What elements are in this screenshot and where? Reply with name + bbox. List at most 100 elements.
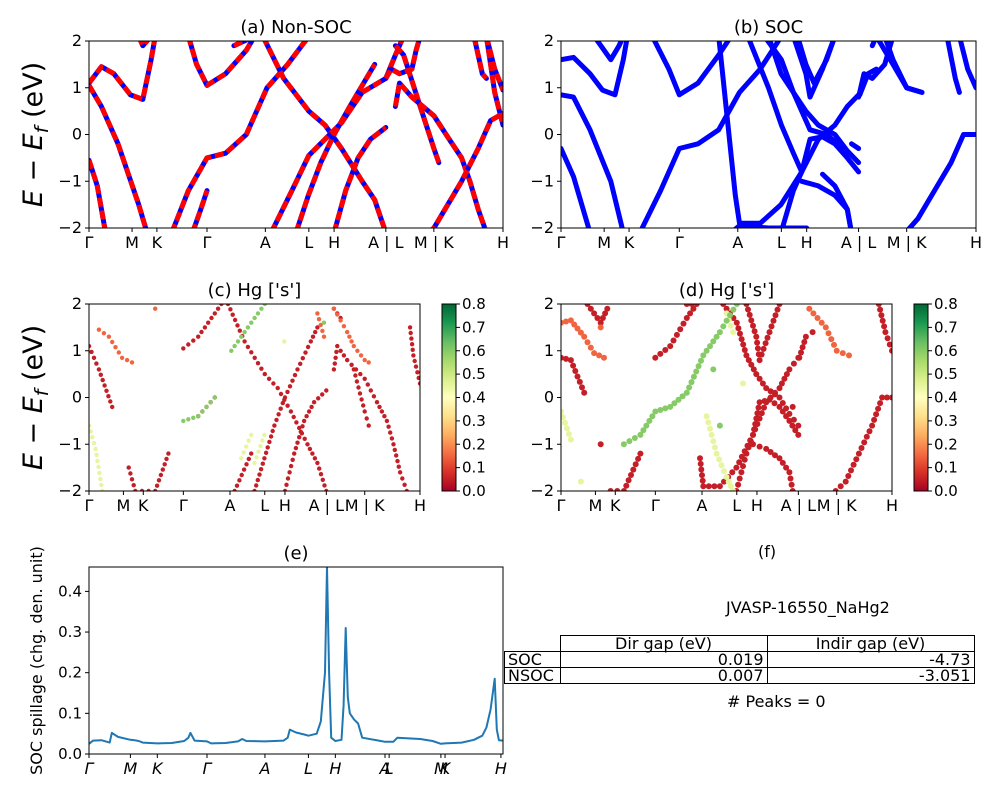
scatter-point xyxy=(146,488,151,491)
scatter-point xyxy=(705,419,712,426)
scatter-point xyxy=(391,442,396,447)
scatter-point xyxy=(389,436,395,441)
scatter-point xyxy=(294,420,299,425)
y-axis-label: SOC spillage (chg. den. unit) xyxy=(27,546,46,775)
scatter-point xyxy=(297,435,302,440)
x-tick-label: Γ xyxy=(203,759,213,778)
colorbar xyxy=(441,303,457,492)
scatter-point xyxy=(332,361,337,366)
colorbar-tick-label: 0.0 xyxy=(934,482,958,500)
scatter-point xyxy=(786,366,793,373)
scatter-point xyxy=(743,450,750,457)
scatter-point xyxy=(673,331,680,338)
scatter-point xyxy=(98,476,103,482)
band-line-dashed xyxy=(383,41,422,80)
scatter-point xyxy=(561,408,564,415)
band-line xyxy=(820,171,854,228)
scatter-point xyxy=(798,349,804,356)
scatter-point xyxy=(274,417,279,423)
scatter-point xyxy=(394,453,399,458)
scatter-point xyxy=(292,451,297,456)
x-tick-label: Γ xyxy=(675,233,684,252)
scatter-point xyxy=(364,416,369,421)
scatter-point xyxy=(244,462,249,467)
x-tick-label: K xyxy=(138,496,149,515)
x-tick-label: H xyxy=(279,496,291,515)
band-line-dashed xyxy=(232,41,251,48)
scatter-point xyxy=(643,422,650,429)
scatter-point xyxy=(796,354,803,361)
scatter-point xyxy=(362,376,367,381)
scatter-point xyxy=(699,472,705,479)
scatter-point xyxy=(230,312,235,317)
scatter-point xyxy=(320,328,325,334)
scatter-point xyxy=(400,476,405,481)
y-label-part: − xyxy=(18,150,49,190)
scatter-point xyxy=(591,310,598,317)
scatter-point xyxy=(700,483,707,490)
scatter-point xyxy=(795,431,802,438)
scatter-point xyxy=(212,395,217,400)
scatter-point xyxy=(241,467,247,472)
scatter-point xyxy=(878,312,885,319)
x-tick-label: L xyxy=(260,496,269,515)
scatter-point xyxy=(311,400,317,405)
scatter-point xyxy=(652,354,659,361)
scatter-point xyxy=(763,385,770,392)
table-cell: -3.051 xyxy=(766,667,975,684)
scatter-point xyxy=(215,306,221,311)
scatter-point xyxy=(708,431,715,438)
band-line-dashed xyxy=(191,189,210,228)
scatter-point xyxy=(677,326,684,333)
scatter-point xyxy=(271,381,276,386)
scatter-point xyxy=(153,488,158,491)
scatter-point xyxy=(96,327,102,332)
y-label-part: − xyxy=(18,413,49,453)
scatter-point xyxy=(254,455,259,460)
y-label-part: E xyxy=(18,133,49,150)
scatter-point xyxy=(756,357,763,364)
panel-title: (b) SOC xyxy=(734,17,803,38)
scatter-point xyxy=(282,488,288,491)
scatter-point xyxy=(776,304,783,307)
scatter-point xyxy=(384,418,390,424)
scatter-point xyxy=(95,458,100,464)
scatter-point xyxy=(202,325,208,330)
band-line xyxy=(430,111,503,228)
scatter-point xyxy=(191,338,196,343)
scatter-point xyxy=(345,329,350,335)
x-tick-label: Γ xyxy=(85,496,94,515)
scatter-point xyxy=(758,410,765,417)
scatter-point xyxy=(204,404,209,410)
scatter-point xyxy=(725,478,732,485)
scatter-point xyxy=(97,470,102,476)
scatter-point xyxy=(698,357,704,364)
scatter-point xyxy=(181,418,186,424)
scatter-point xyxy=(697,455,703,462)
x-tick-label: H xyxy=(414,496,426,515)
scatter-point xyxy=(873,411,880,418)
scatter-point xyxy=(353,373,358,378)
scatter-point xyxy=(258,467,264,472)
y-tick-label: 0 xyxy=(72,388,82,407)
scatter-point xyxy=(301,418,307,424)
scatter-point xyxy=(771,400,778,407)
scatter-point xyxy=(235,323,240,328)
scatter-point xyxy=(104,388,109,393)
scatter-point xyxy=(688,379,695,386)
scatter-point xyxy=(710,438,717,445)
x-tick-label: A xyxy=(379,759,391,778)
scatter-point xyxy=(562,419,568,426)
scatter-point xyxy=(102,383,107,388)
x-tick-label: M xyxy=(589,496,603,515)
scatter-point xyxy=(572,368,579,374)
scatter-point xyxy=(711,444,718,451)
x-tick-label: M xyxy=(123,759,137,778)
scatter-point xyxy=(306,409,312,414)
scatter-point xyxy=(736,475,743,482)
scatter-point xyxy=(792,427,799,434)
scatter-point xyxy=(637,431,644,438)
scatter-point xyxy=(675,396,682,403)
x-tick-label: H xyxy=(751,496,763,515)
scatter-point xyxy=(156,478,162,483)
